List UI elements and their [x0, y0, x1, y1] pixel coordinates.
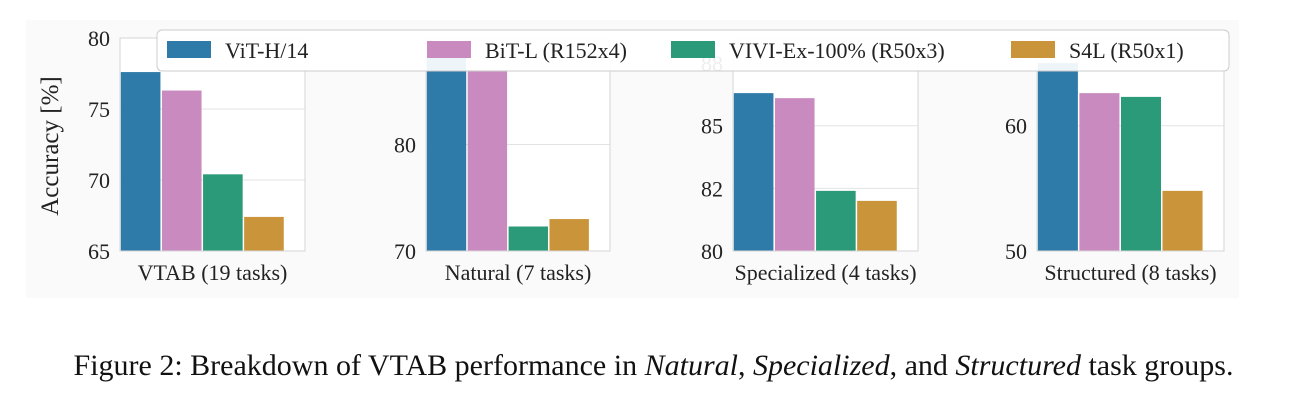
caption-prefix: Figure 2: Breakdown of VTAB performance … — [73, 349, 645, 382]
legend-swatch-3 — [671, 41, 715, 58]
bar-4 — [1162, 190, 1203, 251]
y-tick-label: 80 — [701, 239, 723, 264]
bar-2 — [774, 98, 815, 251]
panel-vtab: 65 70 75 80 VTAB (19 tasks) — [88, 26, 306, 285]
x-axis-label: Specialized (4 tasks) — [734, 260, 916, 285]
panel-natural: 70 80 Natural (7 tasks) — [394, 37, 611, 285]
bar-1 — [1037, 63, 1078, 251]
caption-sep-1: , — [737, 349, 753, 382]
y-tick-label: 60 — [1005, 114, 1027, 139]
bar-3 — [203, 174, 243, 251]
bar-3 — [816, 190, 856, 251]
panel-structured: 50 60 Structured (8 tasks) — [1005, 37, 1225, 285]
caption-suffix: task groups. — [1080, 349, 1234, 382]
bar-1 — [120, 72, 161, 251]
caption-term-structured: Structured — [955, 349, 1081, 382]
caption-term-specialized: Specialized — [752, 349, 890, 382]
caption-sep-2: , and — [889, 349, 956, 382]
y-tick-label: 82 — [701, 176, 723, 201]
bar-3 — [1120, 96, 1161, 251]
bar-3 — [508, 226, 548, 251]
bar-2 — [1079, 93, 1120, 251]
y-tick-label: 70 — [394, 239, 416, 264]
legend-label-1: ViT-H/14 — [225, 38, 308, 63]
legend-label-3: VIVI-Ex-100% (R50x3) — [729, 38, 945, 63]
figure-caption: Figure 2: Breakdown of VTAB performance … — [0, 349, 1307, 383]
legend-label-4: S4L (R50x1) — [1069, 38, 1184, 63]
x-axis-label: Natural (7 tasks) — [445, 260, 592, 285]
y-tick-label: 50 — [1005, 239, 1027, 264]
y-tick-label: 75 — [88, 97, 110, 122]
legend-swatch-1 — [167, 41, 211, 58]
legend-swatch-4 — [1011, 41, 1055, 58]
x-axis-label: VTAB (19 tasks) — [138, 260, 288, 285]
y-tick-label: 80 — [394, 133, 416, 158]
legend-swatch-2 — [427, 41, 471, 58]
x-axis-label: Structured (8 tasks) — [1044, 260, 1216, 285]
panel-specialized: 80828588Specialized (4 tasks) — [701, 37, 919, 285]
bar-1 — [733, 93, 774, 251]
bar-2 — [161, 90, 202, 251]
y-tick-label: 85 — [701, 114, 723, 139]
figure: Accuracy [%] 65 70 75 80 VTAB (19 tasks) 70 80… — [37, 26, 1230, 285]
y-tick-label: 80 — [88, 26, 110, 51]
bar-2 — [467, 69, 508, 251]
bar-4 — [857, 200, 897, 251]
legend: ViT-H/14 BiT-L (R152x4) VIVI-Ex-100% (R50x… — [156, 29, 1230, 72]
y-tick-label: 65 — [88, 239, 110, 264]
legend-label-2: BiT-L (R152x4) — [485, 38, 627, 63]
bar-4 — [549, 219, 589, 251]
bar-1 — [426, 56, 467, 252]
y-axis-label: Accuracy [%] — [37, 76, 64, 216]
bar-4 — [244, 216, 284, 251]
y-tick-label: 70 — [88, 168, 110, 193]
chart-panels: 65 70 75 80 VTAB (19 tasks) 70 80 Natural (7 ta… — [88, 26, 1225, 285]
caption-term-natural: Natural — [644, 349, 738, 382]
